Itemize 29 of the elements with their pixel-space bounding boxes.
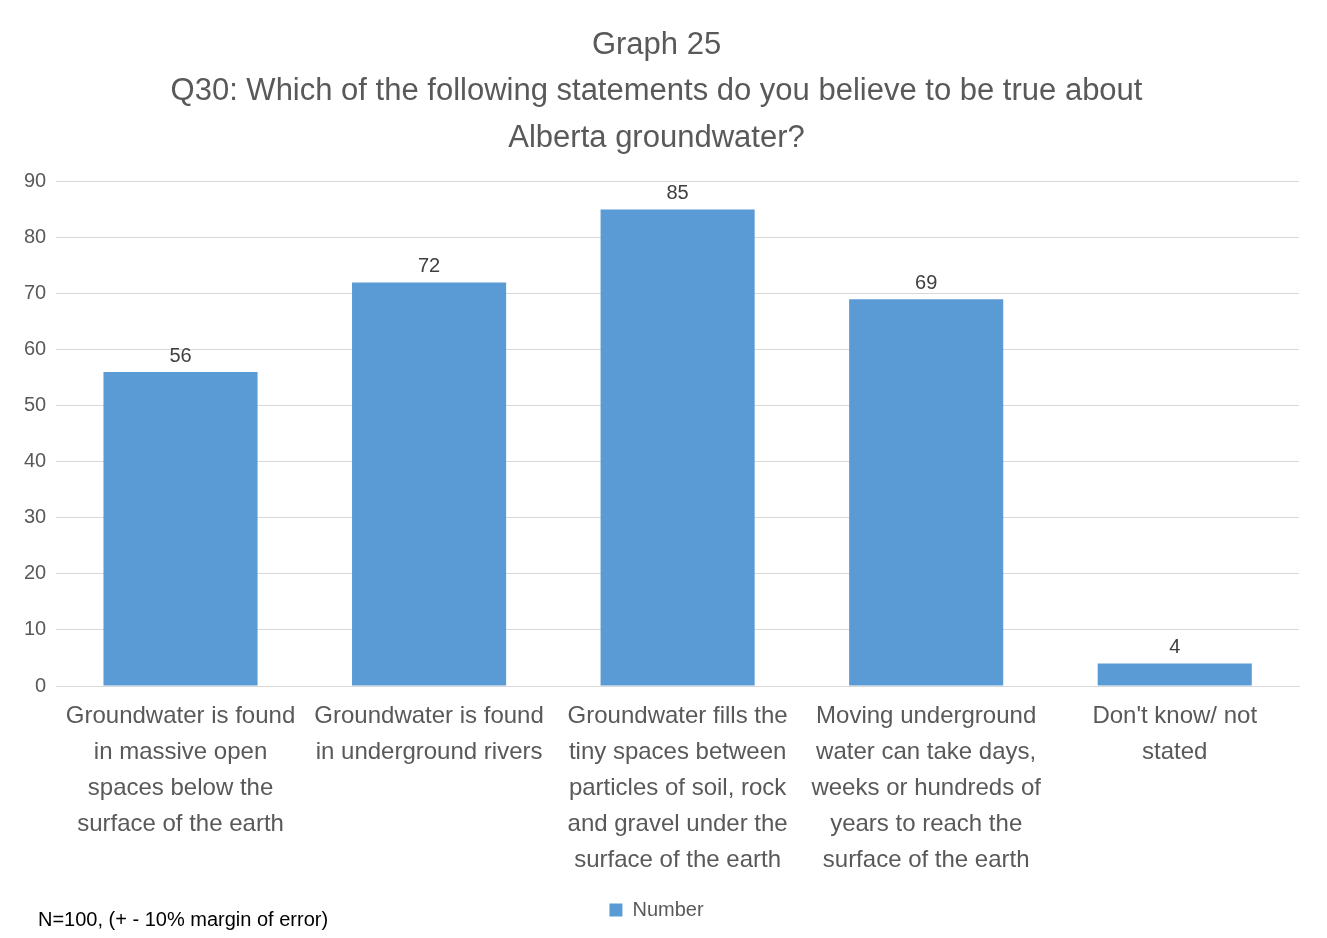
bar <box>352 282 507 686</box>
y-tick-label: 20 <box>24 561 47 584</box>
x-tick-label: Don't know/ not stated <box>1092 700 1258 764</box>
y-tick-label: 40 <box>24 449 47 472</box>
y-tick-label: 70 <box>24 281 47 304</box>
bar <box>600 209 755 686</box>
x-tick-label: Groundwater is found in underground rivers <box>314 700 544 764</box>
y-tick-label: 90 <box>24 169 47 192</box>
x-tick-label: Groundwater is found in massive open spaces below the surface of the earth <box>65 700 296 836</box>
chart-title: Graph 25 <box>591 25 722 61</box>
x-tick-label: Groundwater fills the tiny spaces between particles of soil, rock and gravel under the surface of the earth <box>567 700 788 872</box>
data-label: 56 <box>169 343 192 366</box>
y-tick-label: 50 <box>24 393 47 416</box>
y-tick-label: 80 <box>24 225 47 248</box>
bar <box>103 372 258 686</box>
chart-subtitle: Q30: Which of the following statements do you believe to be true about Alberta groundwater? <box>170 72 1143 154</box>
legend-label: Number <box>632 897 704 920</box>
data-label: 69 <box>915 270 938 293</box>
y-tick-label: 0 <box>35 673 47 696</box>
data-label: 85 <box>666 181 689 204</box>
y-tick-label: 10 <box>24 617 47 640</box>
data-label: 72 <box>417 253 441 276</box>
x-tick-label: Moving underground water can take days, weeks or hundreds of years to reach the surface of the earth <box>810 700 1042 872</box>
text: N=100, (+ - 10% margin of error) <box>38 907 329 930</box>
bar <box>849 299 1004 686</box>
data-label: 4 <box>1169 635 1181 658</box>
y-tick-label: 30 <box>24 505 47 528</box>
bar <box>1097 663 1252 686</box>
y-tick-label: 60 <box>24 337 47 360</box>
